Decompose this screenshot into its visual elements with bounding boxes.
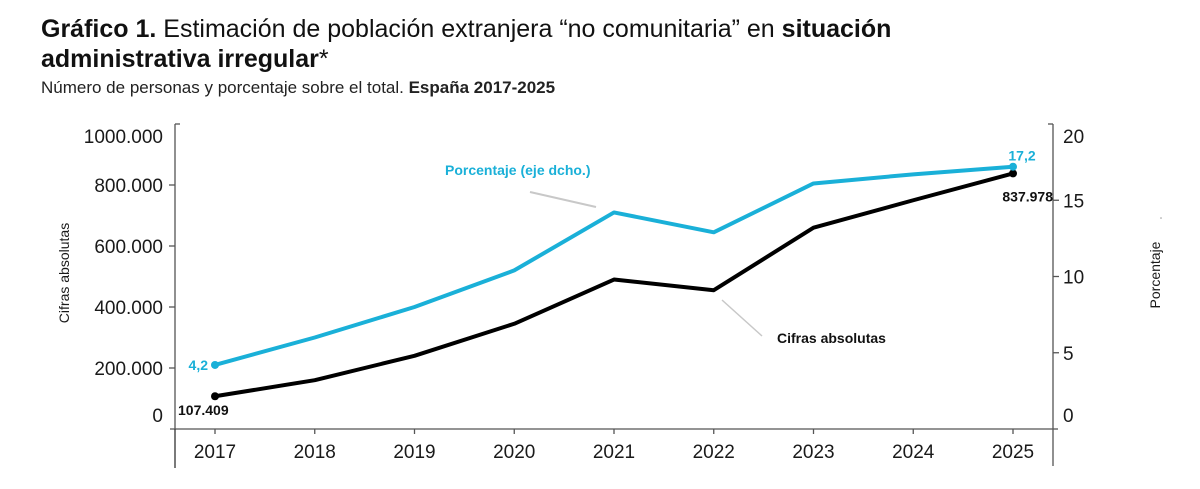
right-tick-label: 0 [1063, 406, 1074, 427]
series-lines [211, 162, 1017, 401]
chart-subtitle: Número de personas y porcentaje sobre el… [41, 78, 555, 98]
right-tick-label: 20 [1063, 127, 1084, 148]
chart-title: Gráfico 1. Estimación de población extra… [41, 14, 1041, 74]
series-line-percentage [213, 164, 1015, 367]
data-point-absolute [1009, 169, 1017, 178]
right-axis-title: Porcentaje [1147, 241, 1163, 308]
data-label-last-percentage: 17,2 [1008, 148, 1035, 164]
left-tick-label: 600.000 [94, 237, 163, 258]
title-text: Estimación de población extranjera “no c… [156, 15, 782, 43]
data-point-absolute [211, 392, 219, 401]
subtitle-text: Número de personas y porcentaje sobre el… [41, 78, 409, 97]
left-tick-label: 0 [152, 406, 163, 427]
stray-dot [1160, 217, 1162, 219]
x-tick-label: 2024 [892, 442, 935, 463]
data-point-percentage [1009, 162, 1017, 171]
data-point-percentage [211, 360, 219, 369]
x-tick-label: 2023 [792, 442, 834, 463]
leader-line-absolute [721, 299, 763, 337]
left-tick-label: 1000.000 [84, 127, 163, 148]
left-tick-label: 800.000 [94, 176, 163, 197]
left-axis-title: Cifras absolutas [56, 223, 72, 323]
annotation-percentage: Porcentaje (eje dcho.) [445, 162, 590, 178]
x-tick-label: 2017 [194, 442, 236, 463]
leader-line-percentage [529, 191, 597, 208]
right-tick-label: 10 [1063, 268, 1084, 289]
subtitle-emphasis: España 2017-2025 [408, 78, 556, 97]
data-label-first-percentage: 4,2 [189, 357, 209, 373]
data-label-last-absolute: 837.978 [1002, 188, 1053, 204]
series-line-absolute [213, 171, 1015, 399]
x-tick-label: 2020 [493, 442, 535, 463]
annotation-leaders [529, 191, 763, 337]
data-labels: 107.409 837.978 4,2 17,2 Porcentaje (eje dch… [178, 148, 1053, 419]
x-tick-label: 2021 [593, 442, 635, 463]
x-tick-label: 2018 [294, 442, 336, 463]
left-tick-label: 200.000 [94, 359, 163, 380]
right-tick-label: 5 [1063, 344, 1074, 365]
x-tick-label: 2025 [992, 442, 1034, 463]
title-number: Gráfico 1. [41, 15, 157, 43]
x-tick-label: 2022 [693, 442, 735, 463]
axes: 0200.000400.000600.000800.0001000.000051… [56, 123, 1163, 468]
x-tick-label: 2019 [393, 442, 435, 463]
right-tick-label: 15 [1063, 191, 1084, 212]
title-asterisk: * [318, 45, 329, 73]
title-emphasis: situación administrativa irregular [41, 15, 892, 73]
left-tick-label: 400.000 [94, 298, 163, 319]
annotation-absolute: Cifras absolutas [777, 330, 886, 346]
data-label-first-absolute: 107.409 [178, 402, 229, 418]
